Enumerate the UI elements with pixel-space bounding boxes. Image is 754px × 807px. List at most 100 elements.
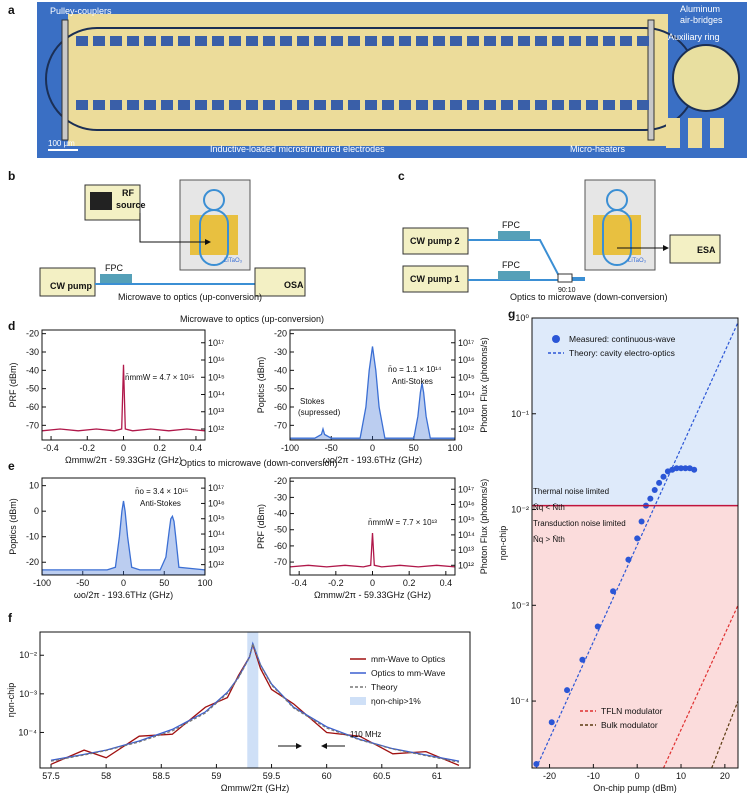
x-tick-label: -100 [281,443,299,453]
y-tick-label: -30 [26,347,39,357]
point [638,518,645,525]
auxiliary-ring [672,44,740,112]
pad [195,100,207,110]
x-tick-label: 59.5 [263,771,281,781]
x-axis-label: ωo/2π - 193.6THz (GHz) [323,455,422,465]
pad [178,36,190,46]
point [533,761,540,768]
x-tick-label: 0.4 [440,578,453,588]
y-tick-label: -40 [274,365,287,375]
y-axis-label: PRF (dBm) [8,362,18,407]
pad [586,100,598,110]
legend-label: Optics to mm-Wave [371,668,446,678]
point [548,719,555,726]
pad [603,100,615,110]
x-tick-label: -0.2 [328,578,344,588]
pad [263,100,275,110]
pump-box [402,227,469,255]
pad [586,36,598,46]
panel-b: RF source LiTaO₃ CW pump OSA FPC Microwa… [39,179,306,302]
x-tick-label: 58 [101,771,111,781]
pad [450,36,462,46]
y-tick-label: -60 [274,541,287,551]
legend-label: ηon-chip>1% [371,696,421,706]
y2-tick-label: 10¹⁴ [458,390,475,400]
ring [199,209,229,266]
y2-tick-label: 10¹⁵ [208,372,225,382]
x-tick-label: -10 [587,771,600,781]
fpc [498,231,530,240]
pad [535,100,547,110]
pad [127,36,139,46]
line [711,700,738,768]
y2-tick-label: 10¹⁵ [458,515,475,525]
x-tick-label: 0 [370,443,375,453]
x-tick-label: 0 [370,578,375,588]
point [678,465,685,472]
legend-label: Measured: continuous-wave [569,334,676,344]
pad [467,36,479,46]
pad [620,100,632,110]
pad [110,100,122,110]
x-tick-label: -50 [325,443,338,453]
pad [518,36,530,46]
pad [603,36,615,46]
pad [433,100,445,110]
pad [246,36,258,46]
annotation: 110 MHz [350,730,381,739]
y2-tick-label: 10¹² [458,560,474,570]
pad [399,100,411,110]
pad [127,100,139,110]
label: Auxiliary ring [668,32,720,42]
annotation: N̄q > N̄th [533,535,565,544]
y-tick-label: 10⁻² [511,505,529,515]
legend-swatch [350,697,366,705]
annotation: n̄o = 1.1 × 10¹⁴ [388,365,442,374]
region [532,318,738,506]
x-tick-label: 60 [322,771,332,781]
point [651,486,658,493]
legend-label: TFLN modulator [601,706,663,716]
pad [144,36,156,46]
annotation: Anti-Stokes [392,377,433,386]
panel-a: Pulley-couplers Aluminum air-bridges Aux… [37,2,747,158]
annotation: Transduction noise limited [533,519,626,528]
legend-marker [552,335,560,343]
pad [280,100,292,110]
pulley-coupler [647,19,655,141]
x-tick-label: 0.2 [153,443,166,453]
scale-label: 100 µm [48,139,75,148]
caption: Optics to microwave (down-conversion) [510,292,668,302]
y-tick-label: -20 [274,329,287,339]
y-tick-label: -60 [26,402,39,412]
electrode [593,215,641,255]
pad [569,100,581,110]
y-tick-label: 10⁻⁴ [18,727,37,737]
point [610,588,617,595]
pad [416,36,428,46]
point [647,495,654,502]
label: OSA [284,280,304,290]
panel-c: LiTaO₃ ESA CW pump 2 CW pump 1 FPC FPC 9… [402,179,721,302]
screen [90,192,112,210]
section-title: Microwave to optics (up-conversion) [180,314,324,324]
panel-label: c [398,169,405,183]
y-axis-label: ηon-chip [498,526,508,561]
label: Micro-heaters [570,144,626,154]
y2-tick-label: 10¹⁵ [208,514,225,524]
x-axis-label: Ωmmw/2π (GHz) [221,783,289,793]
pad [161,100,173,110]
y-tick-label: -60 [274,402,287,412]
pad [110,36,122,46]
pad [382,100,394,110]
label: Aluminum [680,4,720,14]
annotation: n̄o = 3.4 × 10¹⁵ [135,487,188,496]
esa-box [669,234,721,264]
pad [314,36,326,46]
y-tick-label: 10⁰ [515,313,529,323]
y2-tick-label: 10¹⁷ [458,338,474,348]
electrode [190,215,238,255]
y-tick-label: -40 [26,365,39,375]
x-tick-label: 0 [635,771,640,781]
